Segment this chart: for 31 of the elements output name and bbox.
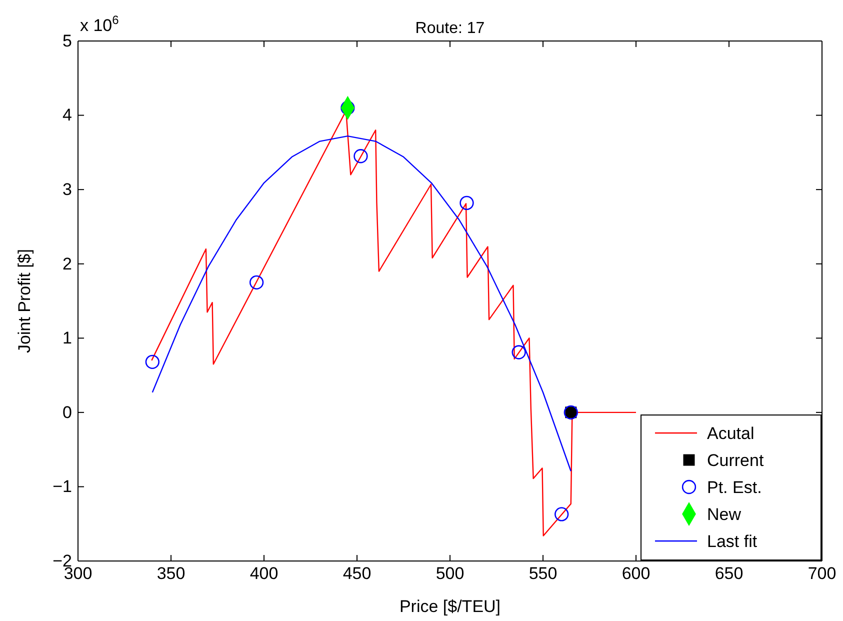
x-tick-label: 700	[808, 564, 836, 584]
y-tick-label: 3	[62, 180, 72, 200]
y-tick-label: 0	[62, 402, 72, 422]
point	[460, 196, 474, 210]
line-series	[152, 135, 572, 472]
x-tick-label: 450	[342, 564, 372, 584]
legend-label: Last fit	[707, 532, 758, 551]
legend-label: Acutal	[707, 424, 754, 443]
y-axis-title: Joint Profit [$]	[15, 249, 34, 353]
y-tick-label: 4	[62, 106, 72, 125]
point	[354, 149, 368, 164]
y-tick-label: −1	[52, 477, 72, 496]
x-tick-label: 350	[156, 564, 186, 584]
x-tick-label: 600	[622, 564, 650, 584]
y-tick-label: 2	[62, 254, 72, 274]
x-tick-label: 550	[528, 564, 558, 584]
x-tick-label: 650	[714, 564, 744, 584]
legend-label: Pt. Est.	[707, 478, 762, 497]
chart-title: Route: 17	[415, 20, 485, 37]
point	[512, 345, 526, 360]
y-tick-label: 5	[62, 31, 72, 50]
point	[554, 507, 569, 522]
point	[145, 354, 160, 369]
legend-label: Current	[707, 451, 764, 470]
x-axis-title: Price [$/TEU]	[399, 597, 501, 616]
x-tick-label: 500	[436, 564, 464, 584]
text: x 10$^{6}$	[80, 13, 120, 35]
x-tick-label: 400	[250, 564, 278, 584]
point	[249, 275, 264, 290]
y-tick-label: 1	[62, 328, 72, 348]
legend-label: New	[707, 505, 742, 524]
